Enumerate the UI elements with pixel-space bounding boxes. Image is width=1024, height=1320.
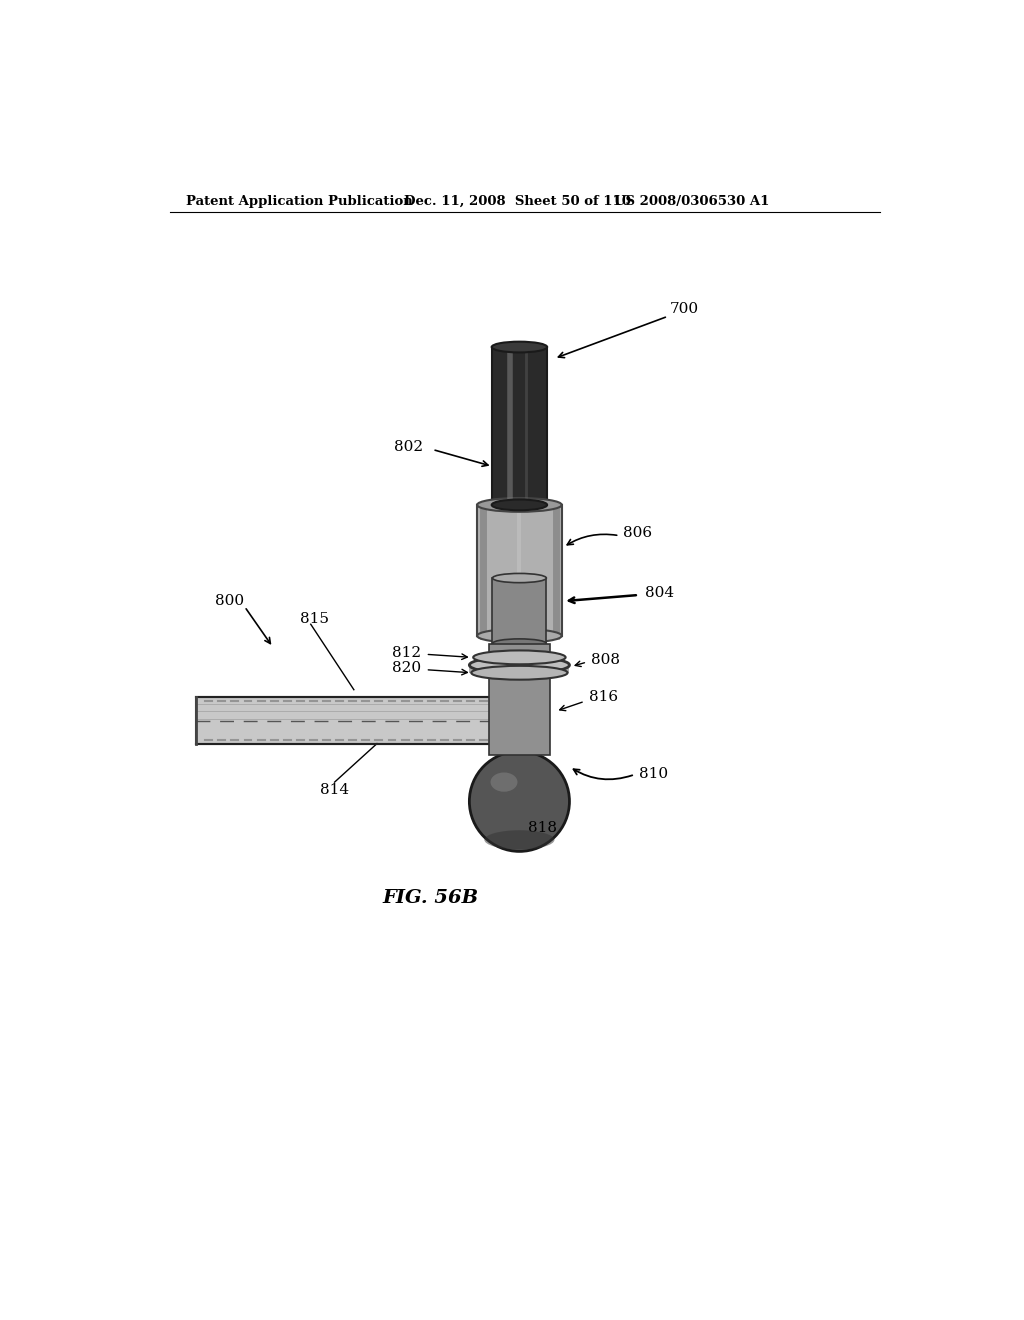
Ellipse shape bbox=[469, 656, 569, 673]
Ellipse shape bbox=[477, 628, 562, 643]
Text: 802: 802 bbox=[394, 440, 423, 454]
Text: 814: 814 bbox=[321, 783, 349, 797]
Bar bbox=[469, 665, 569, 673]
Text: 812: 812 bbox=[392, 645, 422, 660]
Text: 820: 820 bbox=[392, 661, 422, 675]
Ellipse shape bbox=[469, 751, 569, 851]
Text: 700: 700 bbox=[670, 301, 698, 315]
Ellipse shape bbox=[490, 772, 517, 792]
Ellipse shape bbox=[492, 499, 547, 511]
Bar bbox=[493, 578, 547, 644]
Ellipse shape bbox=[471, 665, 567, 680]
Text: 806: 806 bbox=[624, 527, 652, 540]
Text: 815: 815 bbox=[300, 612, 329, 626]
Text: 818: 818 bbox=[528, 821, 557, 836]
Ellipse shape bbox=[484, 830, 554, 850]
Bar bbox=[492, 347, 547, 506]
Text: 816: 816 bbox=[589, 690, 617, 705]
Text: FIG. 56B: FIG. 56B bbox=[383, 888, 479, 907]
Text: 804: 804 bbox=[645, 586, 674, 601]
Bar bbox=[477, 506, 562, 636]
Bar bbox=[196, 697, 531, 743]
Text: 800: 800 bbox=[215, 594, 245, 609]
Ellipse shape bbox=[492, 342, 547, 352]
Text: US 2008/0306530 A1: US 2008/0306530 A1 bbox=[614, 194, 769, 207]
Ellipse shape bbox=[493, 573, 547, 582]
Ellipse shape bbox=[477, 498, 562, 512]
Ellipse shape bbox=[493, 639, 547, 648]
Bar bbox=[488, 644, 550, 755]
Text: 810: 810 bbox=[639, 767, 668, 781]
Ellipse shape bbox=[473, 651, 565, 664]
Text: Patent Application Publication: Patent Application Publication bbox=[186, 194, 413, 207]
Text: Dec. 11, 2008  Sheet 50 of 110: Dec. 11, 2008 Sheet 50 of 110 bbox=[403, 194, 631, 207]
Text: 808: 808 bbox=[591, 653, 620, 668]
